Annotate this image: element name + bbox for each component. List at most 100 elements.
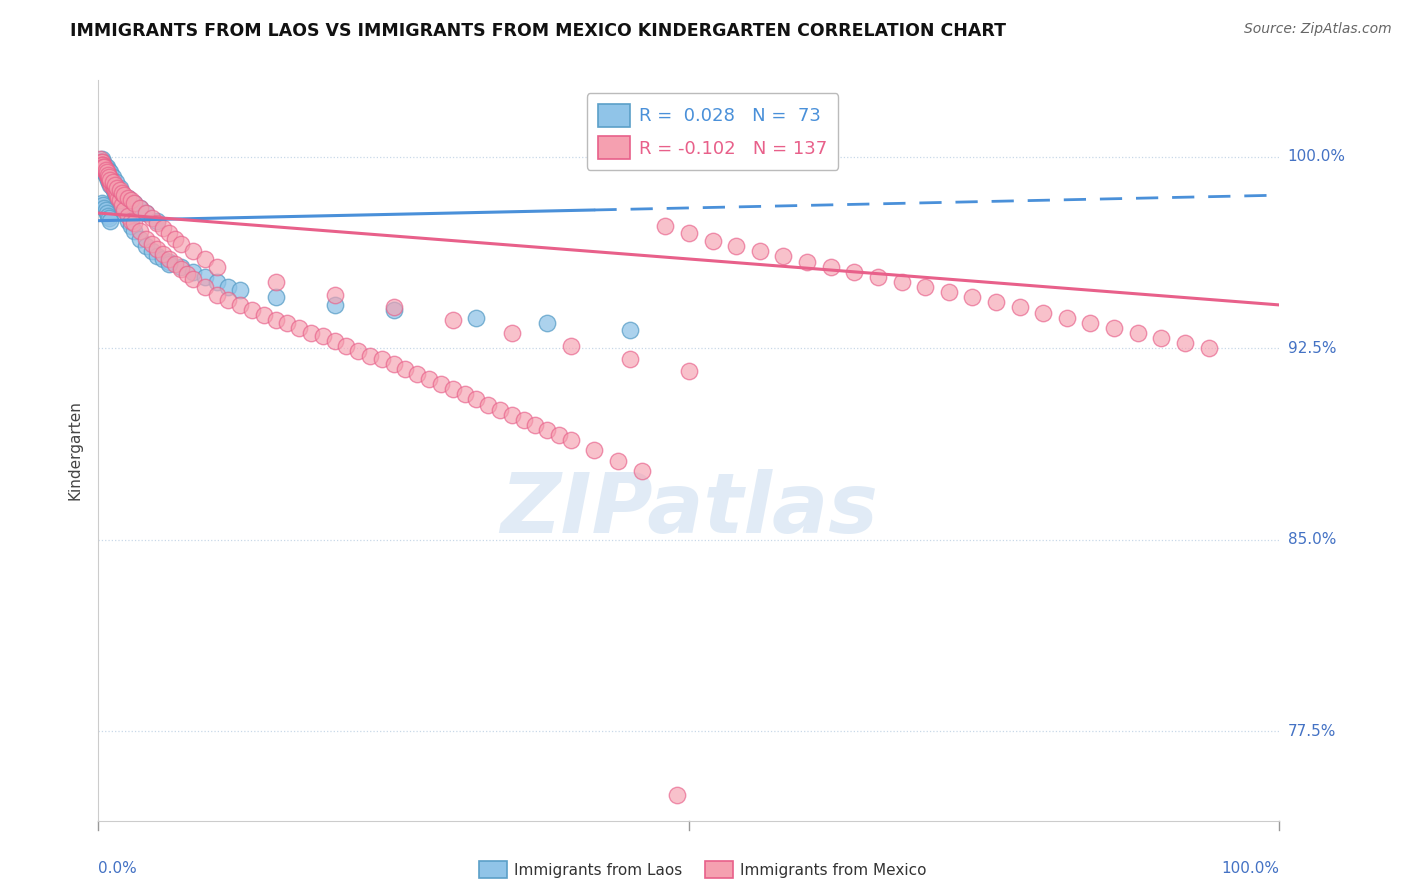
Point	[91, 160, 114, 174]
Point	[524, 417, 547, 432]
Point	[93, 157, 115, 171]
Point	[229, 283, 252, 297]
Point	[93, 162, 115, 177]
Point	[97, 173, 120, 187]
Point	[866, 269, 889, 284]
Point	[194, 269, 217, 284]
Point	[583, 443, 606, 458]
Point	[103, 183, 125, 197]
Point	[105, 186, 128, 200]
Point	[165, 231, 187, 245]
Text: IMMIGRANTS FROM LAOS VS IMMIGRANTS FROM MEXICO KINDERGARTEN CORRELATION CHART: IMMIGRANTS FROM LAOS VS IMMIGRANTS FROM …	[70, 22, 1007, 40]
Point	[128, 224, 150, 238]
Point	[141, 211, 163, 226]
Point	[98, 173, 121, 187]
Point	[146, 216, 169, 230]
Point	[477, 397, 499, 411]
Point	[112, 188, 135, 202]
Point	[299, 326, 322, 340]
Point	[91, 157, 114, 171]
Point	[984, 295, 1007, 310]
Point	[157, 254, 180, 268]
Point	[96, 206, 118, 220]
Point	[94, 162, 117, 177]
Point	[98, 175, 121, 189]
Point	[98, 175, 121, 189]
Point	[96, 165, 118, 179]
Point	[104, 183, 127, 197]
Point	[91, 155, 114, 169]
Point	[96, 168, 118, 182]
Point	[122, 216, 145, 230]
Point	[890, 275, 912, 289]
Point	[560, 339, 582, 353]
Text: 100.0%: 100.0%	[1222, 862, 1279, 876]
Legend: R =  0.028   N =  73, R = -0.102   N = 137: R = 0.028 N = 73, R = -0.102 N = 137	[586, 93, 838, 170]
Point	[100, 178, 122, 192]
Point	[104, 178, 127, 192]
Point	[240, 303, 263, 318]
Point	[666, 788, 689, 802]
Point	[107, 194, 129, 208]
Point	[181, 272, 204, 286]
Point	[1150, 331, 1173, 345]
Point	[194, 252, 217, 266]
Point	[98, 213, 121, 227]
Point	[94, 162, 117, 177]
Point	[152, 252, 174, 266]
Point	[122, 224, 145, 238]
Point	[97, 162, 120, 177]
Point	[111, 201, 134, 215]
Point	[512, 413, 534, 427]
Point	[347, 343, 370, 358]
Point	[146, 213, 169, 227]
Point	[217, 280, 239, 294]
Point	[112, 203, 135, 218]
Point	[382, 303, 405, 318]
Point	[217, 293, 239, 307]
Point	[205, 287, 228, 301]
Point	[108, 183, 131, 197]
Point	[97, 168, 120, 182]
Point	[100, 175, 122, 189]
Point	[748, 244, 770, 259]
Point	[108, 180, 131, 194]
Point	[170, 236, 193, 251]
Point	[105, 180, 128, 194]
Point	[194, 280, 217, 294]
Point	[98, 165, 121, 179]
Point	[122, 195, 145, 210]
Point	[135, 206, 157, 220]
Point	[382, 357, 405, 371]
Point	[501, 326, 523, 340]
Point	[93, 160, 115, 174]
Point	[157, 257, 180, 271]
Point	[91, 153, 114, 167]
Point	[98, 175, 121, 189]
Point	[820, 260, 842, 274]
Point	[678, 364, 700, 378]
Point	[702, 234, 724, 248]
Point	[914, 280, 936, 294]
Point	[205, 275, 228, 289]
Point	[170, 262, 193, 277]
Point	[441, 313, 464, 327]
Point	[371, 351, 394, 366]
Point	[135, 231, 157, 245]
Point	[962, 290, 984, 304]
Point	[288, 321, 311, 335]
Text: 0.0%: 0.0%	[98, 862, 138, 876]
Point	[146, 249, 169, 263]
Point	[619, 323, 641, 337]
Point	[323, 287, 346, 301]
Point	[152, 247, 174, 261]
Point	[100, 178, 122, 192]
Text: Source: ZipAtlas.com: Source: ZipAtlas.com	[1244, 22, 1392, 37]
Point	[128, 201, 150, 215]
Point	[276, 316, 298, 330]
Point	[489, 402, 512, 417]
Point	[105, 175, 128, 189]
Point	[1056, 310, 1078, 325]
Point	[94, 168, 117, 182]
Point	[157, 252, 180, 266]
